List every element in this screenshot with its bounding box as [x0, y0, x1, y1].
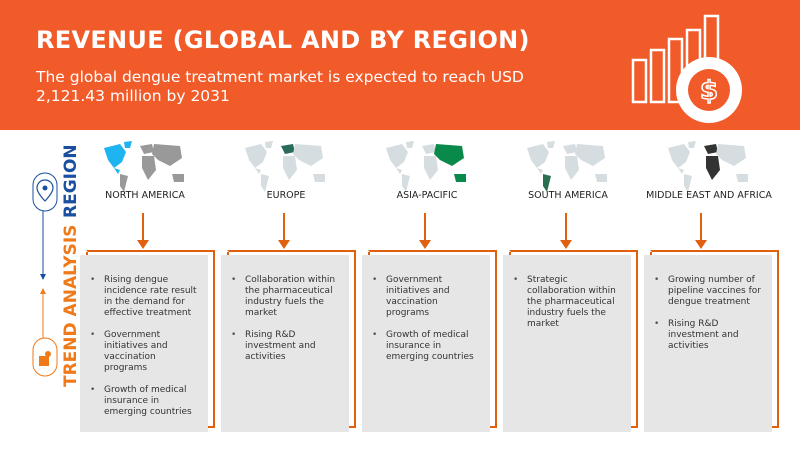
continent-shape [265, 141, 273, 148]
trend-box: Strategic collaboration within the pharm… [503, 255, 631, 432]
continent-shape [424, 156, 438, 180]
continent-shape [527, 144, 549, 168]
continent-shape [736, 174, 748, 182]
continent-shape [543, 174, 551, 192]
continent-shape [114, 168, 120, 174]
trend-list: Growing number of pipeline vaccines for … [652, 275, 764, 352]
continent-shape [706, 156, 720, 180]
region-name: SOUTH AMERICA [528, 190, 608, 201]
region-label: REGION [61, 144, 81, 218]
trend-list: Rising dengue incidence rate result in t… [88, 275, 200, 418]
trend-item: Growth of medical insurance in emerging … [370, 330, 482, 363]
world-map-icon [245, 141, 325, 192]
down-arrow-icon [560, 213, 572, 249]
world-map-icon [668, 141, 748, 192]
continent-shape [402, 174, 410, 192]
continent-shape [255, 168, 261, 174]
trend-list: Collaboration within the pharmaceutical … [229, 275, 341, 363]
continent-shape [140, 144, 154, 154]
down-arrow-icon [137, 213, 149, 249]
page-subtitle: The global dengue treatment market is ex… [36, 68, 524, 105]
continent-shape [537, 168, 543, 174]
continent-shape [684, 174, 692, 192]
continent-shape [575, 144, 605, 166]
trend-analysis-label: TREND ANALYSIS [61, 224, 81, 387]
continent-shape [104, 144, 126, 168]
side-legend: REGION TREND ANALYSIS [30, 140, 90, 440]
trend-list: Government initiatives and vaccination p… [370, 275, 482, 363]
region-name: ASIA-PACIFIC [396, 190, 458, 201]
continent-shape [142, 156, 156, 180]
continent-shape [152, 144, 182, 166]
trend-box: Growing number of pipeline vaccines for … [644, 255, 772, 432]
continent-shape [386, 144, 408, 168]
continent-shape [406, 141, 414, 148]
trend-list: Strategic collaboration within the pharm… [511, 275, 623, 330]
page-title: REVENUE (GLOBAL AND BY REGION) [36, 26, 530, 54]
trend-item: Collaboration within the pharmaceutical … [229, 275, 341, 319]
continent-shape [454, 174, 466, 182]
continent-shape [313, 174, 325, 182]
side-connector [32, 172, 58, 377]
trend-box: Collaboration within the pharmaceutical … [221, 255, 349, 432]
continent-shape [565, 156, 579, 180]
continent-shape [547, 141, 555, 148]
continent-shape [283, 156, 297, 180]
region-name: EUROPE [266, 190, 306, 201]
region-name: MIDDLE EAST AND AFRICA [646, 190, 772, 201]
trend-item: Growth of medical insurance in emerging … [88, 385, 200, 418]
trend-box: Government initiatives and vaccination p… [362, 255, 490, 432]
trend-item: Strategic collaboration within the pharm… [511, 275, 623, 330]
trend-box: Rising dengue incidence rate result in t… [80, 255, 208, 432]
world-map-icon [527, 141, 607, 192]
header-banner: REVENUE (GLOBAL AND BY REGION) The globa… [0, 0, 800, 130]
continent-shape [434, 144, 464, 166]
continent-shape [678, 168, 684, 174]
trend-item: Government initiatives and vaccination p… [88, 330, 200, 374]
continent-shape [293, 144, 323, 166]
revenue-growth-dollar-icon: $ [631, 14, 742, 123]
region-name: NORTH AMERICA [105, 190, 185, 201]
world-map-icon [104, 141, 184, 192]
trend-item: Rising dengue incidence rate result in t… [88, 275, 200, 319]
trend-item: Rising R&D investment and activities [229, 330, 341, 363]
trend-item: Growing number of pipeline vaccines for … [652, 275, 764, 308]
trend-item: Rising R&D investment and activities [652, 319, 764, 352]
continent-shape [124, 141, 132, 148]
continent-shape [563, 144, 577, 154]
continent-shape [422, 144, 436, 154]
continent-shape [245, 144, 267, 168]
down-arrow-icon [278, 213, 290, 249]
continent-shape [704, 144, 718, 154]
down-arrow-icon [419, 213, 431, 249]
continent-shape [668, 144, 690, 168]
continent-shape [396, 168, 402, 174]
svg-text:$: $ [700, 76, 718, 106]
continent-shape [688, 141, 696, 148]
down-arrow-icon [695, 213, 707, 249]
trend-item: Government initiatives and vaccination p… [370, 275, 482, 319]
continent-shape [172, 174, 184, 182]
continent-shape [595, 174, 607, 182]
world-map-icon [386, 141, 466, 192]
continent-shape [120, 174, 128, 192]
continent-shape [261, 174, 269, 192]
continent-shape [716, 144, 746, 166]
continent-shape [281, 144, 295, 154]
